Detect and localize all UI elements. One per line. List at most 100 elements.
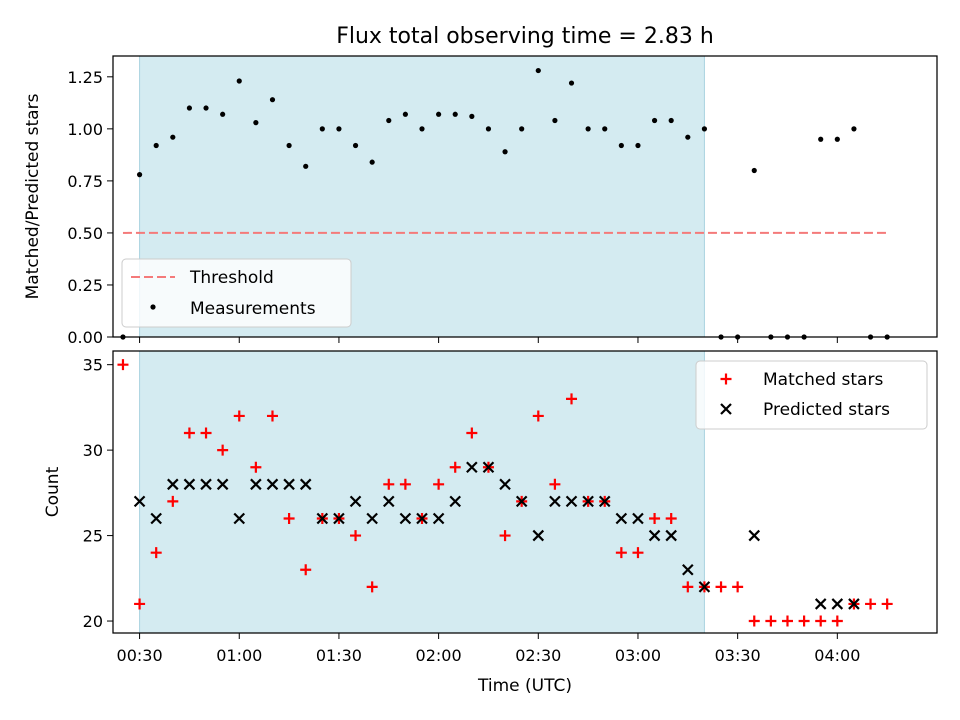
matched-stars-point bbox=[748, 615, 760, 627]
predicted-stars-point bbox=[615, 512, 628, 525]
measurement-point bbox=[602, 126, 608, 132]
matched-stars-point bbox=[615, 547, 627, 559]
predicted-stars-point bbox=[698, 581, 711, 593]
matched-stars-point bbox=[200, 427, 212, 439]
measurement-point bbox=[253, 120, 259, 126]
legend-predicted-swatch bbox=[720, 403, 732, 415]
x-tick-label: 03:00 bbox=[615, 646, 661, 665]
predicted-stars-point bbox=[582, 495, 594, 508]
measurement-point bbox=[452, 111, 458, 117]
x-tick-label: 02:30 bbox=[515, 646, 561, 665]
y-tick-label: 1.00 bbox=[67, 120, 103, 139]
predicted-stars-point bbox=[515, 495, 528, 508]
matched-stars-point bbox=[183, 427, 195, 439]
predicted-stars-point bbox=[233, 512, 246, 525]
legend-threshold-label: Threshold bbox=[189, 268, 274, 288]
matched-stars-point bbox=[266, 410, 278, 422]
predicted-stars-point bbox=[532, 529, 545, 542]
measurement-point bbox=[286, 142, 292, 149]
y-tick-label: 20 bbox=[83, 612, 103, 631]
matched-stars-point bbox=[449, 461, 461, 473]
predicted-stars-point bbox=[499, 478, 511, 491]
measurement-point bbox=[502, 149, 508, 155]
measurement-point bbox=[203, 105, 209, 111]
y-axis-title: Count bbox=[43, 466, 63, 517]
predicted-stars-point bbox=[266, 478, 279, 491]
matched-stars-point bbox=[665, 512, 677, 524]
matched-stars-point bbox=[383, 478, 395, 490]
matched-stars-point bbox=[250, 461, 262, 473]
measurement-point bbox=[336, 126, 342, 132]
y-tick-label: 0.75 bbox=[67, 172, 103, 191]
matched-stars-point bbox=[781, 615, 793, 627]
measurement-point bbox=[220, 111, 226, 117]
x-tick-label: 00:30 bbox=[117, 646, 163, 665]
legend-bottom: Matched stars Predicted stars bbox=[695, 360, 928, 430]
predicted-stars-point bbox=[549, 495, 561, 508]
measurement-point bbox=[319, 126, 325, 132]
plot-frame bbox=[112, 350, 938, 634]
measurement-point bbox=[402, 111, 408, 117]
matched-stars-point bbox=[399, 478, 411, 490]
matched-stars-point bbox=[566, 393, 578, 405]
measurement-point bbox=[818, 136, 824, 142]
matched-stars-point bbox=[233, 410, 245, 422]
predicted-stars-point bbox=[482, 461, 495, 473]
predicted-stars-point bbox=[565, 495, 578, 508]
predicted-stars-point bbox=[416, 512, 428, 525]
x-tick-label: 01:00 bbox=[216, 646, 262, 665]
predicted-stars-point bbox=[648, 529, 661, 542]
y-tick-label: 30 bbox=[83, 441, 103, 460]
measurement-point bbox=[386, 117, 392, 124]
predicted-stars-point bbox=[316, 512, 329, 525]
measurement-point bbox=[269, 97, 276, 103]
matched-stars-point bbox=[150, 547, 162, 559]
matched-stars-point bbox=[765, 615, 777, 627]
measurement-point bbox=[419, 126, 425, 132]
y-tick-label: 0.50 bbox=[67, 224, 103, 243]
measurement-point bbox=[585, 126, 591, 132]
predicted-stars-point bbox=[449, 495, 462, 508]
legend-measurements-label: Measurements bbox=[190, 299, 316, 319]
predicted-stars-point bbox=[848, 598, 860, 610]
count-panel: 20 25 30 35 00:30 01:00 01:30 02:00 02:30 03:00 03… bbox=[43, 350, 938, 696]
predicted-stars-point bbox=[250, 478, 262, 491]
matched-stars-point bbox=[831, 615, 843, 627]
predicted-stars-point bbox=[466, 461, 478, 473]
predicted-stars-point bbox=[432, 512, 445, 525]
measurement-point bbox=[568, 80, 575, 86]
predicted-stars-point bbox=[200, 478, 212, 491]
plot-frame bbox=[112, 55, 938, 338]
measurement-point bbox=[618, 142, 624, 149]
matched-stars-point bbox=[649, 512, 661, 524]
x-tick-label: 03:30 bbox=[715, 646, 761, 665]
measurement-point bbox=[369, 159, 375, 165]
predicted-stars-point bbox=[216, 478, 229, 491]
predicted-stars-point bbox=[682, 563, 694, 576]
matched-stars-point bbox=[815, 615, 827, 627]
measurement-point bbox=[485, 126, 492, 132]
y-tick-label: 25 bbox=[83, 527, 103, 546]
predicted-stars-point bbox=[333, 512, 345, 525]
measurement-point bbox=[236, 78, 242, 84]
measurement-point bbox=[469, 113, 475, 119]
matched-stars-point bbox=[466, 427, 478, 439]
measurement-point bbox=[635, 142, 641, 149]
y-tick-label: 1.25 bbox=[67, 68, 103, 87]
measurement-point bbox=[519, 126, 525, 132]
y-tick-label: 35 bbox=[83, 356, 103, 375]
predicted-stars-point bbox=[299, 478, 312, 491]
matched-stars-point bbox=[549, 478, 561, 490]
ratio-panel: 0.00 0.25 0.50 0.75 1.00 1.25 Matched/Predicte… bbox=[23, 55, 938, 347]
matched-stars-point bbox=[865, 598, 877, 610]
measurement-point bbox=[436, 111, 442, 117]
measurement-point bbox=[668, 117, 674, 124]
matched-stars-point bbox=[881, 598, 893, 610]
predicted-stars-point bbox=[283, 478, 295, 491]
legend-top: Threshold Measurements bbox=[121, 258, 352, 328]
predicted-stars-point bbox=[632, 512, 644, 525]
observing-span bbox=[139, 351, 705, 633]
matched-stars-point bbox=[732, 581, 744, 593]
matched-stars-point bbox=[167, 495, 179, 507]
matched-stars-point bbox=[532, 410, 544, 422]
